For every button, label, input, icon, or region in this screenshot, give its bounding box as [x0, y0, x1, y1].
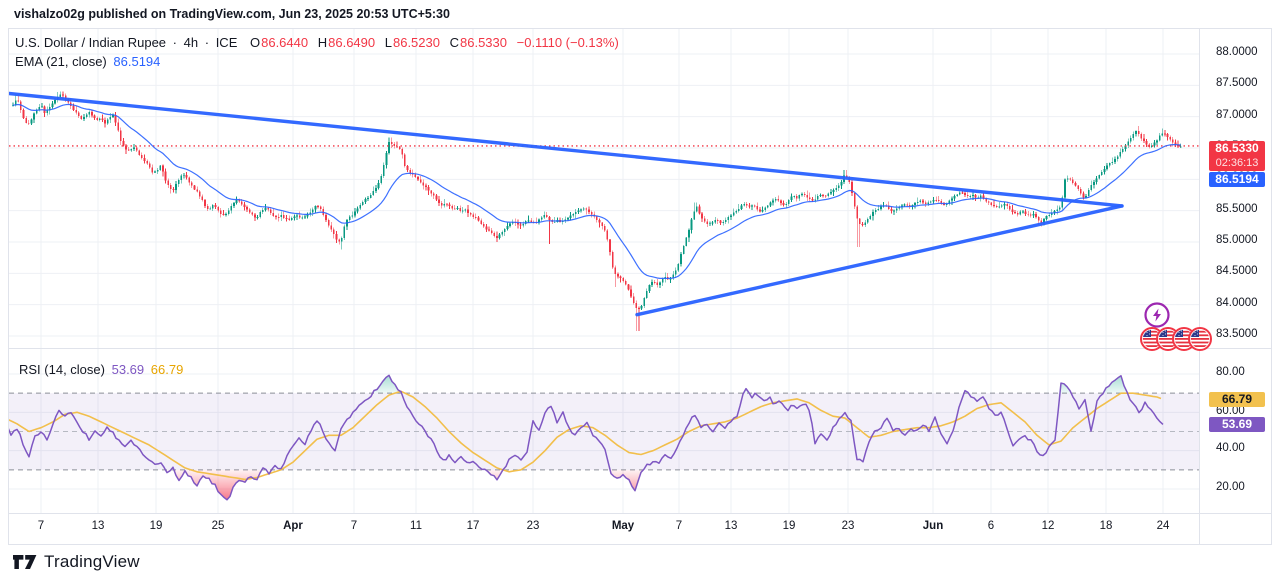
- ema-price-badge: 86.5194: [1209, 172, 1265, 187]
- ema-legend-row[interactable]: EMA (21, close) 86.5194: [15, 54, 163, 69]
- rsi-ma-badge: 66.79: [1209, 392, 1265, 407]
- symbol-legend-row[interactable]: U.S. Dollar / Indian Rupee · 4h · ICE O8…: [15, 35, 622, 50]
- rsi-overbought-fill: [372, 375, 402, 394]
- time-axis-label: 7: [37, 520, 45, 532]
- time-axis-label: 17: [466, 520, 480, 532]
- price-axis-label: 85.0000: [1216, 234, 1258, 246]
- footer-bar: TradingView: [0, 545, 1281, 580]
- ema-value: 86.5194: [113, 54, 161, 69]
- price-axis-label: 84.5000: [1216, 265, 1258, 277]
- price-axis-label: 88.0000: [1216, 46, 1258, 58]
- rsi-overbought-fill: [1060, 383, 1072, 394]
- price-axis[interactable]: 88.000087.500087.000086.500086.000085.50…: [1199, 29, 1272, 546]
- price-axis-label: 87.0000: [1216, 109, 1258, 121]
- tradingview-logo-icon: [13, 555, 37, 569]
- time-axis-label: May: [611, 520, 635, 532]
- time-axis-label: 24: [1156, 520, 1170, 532]
- time-axis-label: 11: [410, 520, 422, 532]
- rsi-label[interactable]: RSI (14, close): [19, 362, 105, 377]
- trendline-lower[interactable]: [635, 204, 1124, 317]
- time-axis-label: Apr: [283, 520, 303, 532]
- ema-label[interactable]: EMA (21, close): [15, 54, 107, 69]
- time-axis-label: Jun: [922, 520, 944, 532]
- rsi-legend-row[interactable]: RSI (14, close) 53.69 66.79: [19, 362, 186, 377]
- legend-separator: ·: [172, 35, 177, 50]
- price-axis-label: 83.5000: [1216, 328, 1258, 340]
- rsi-axis-label: 20.00: [1216, 481, 1245, 493]
- time-axis-label: 19: [782, 520, 796, 532]
- time-axis-label: 13: [91, 520, 105, 532]
- price-axis-label: 84.0000: [1216, 297, 1258, 309]
- time-axis-label: 19: [149, 520, 163, 532]
- low-value: 86.5230: [392, 35, 440, 50]
- time-axis[interactable]: 7 13 19 25 Apr 7 11 17 23 May 7 13 19 23 Jun 6 12 18 24: [9, 513, 1273, 546]
- symbol-interval[interactable]: 4h: [183, 35, 199, 50]
- pane-divider[interactable]: [9, 348, 1271, 349]
- time-axis-label: 13: [724, 520, 738, 532]
- rsi-oversold-fill: [485, 469, 503, 480]
- rsi-value-badge: 53.69: [1209, 417, 1265, 432]
- rsi-oversold-fill: [173, 469, 262, 500]
- tradingview-logo-text: TradingView: [44, 552, 140, 571]
- rsi-axis-label: 80.00: [1216, 366, 1245, 378]
- rsi-line[interactable]: [9, 374, 1164, 501]
- price-axis-label: 85.5000: [1216, 203, 1258, 215]
- rsi-oversold-fill: [610, 469, 644, 491]
- rsi-axis-label: 40.00: [1216, 442, 1245, 454]
- current-price-badge: 86.5330 02:36:13: [1209, 141, 1265, 171]
- trendline-upper[interactable]: [9, 91, 1124, 208]
- time-axis-label: 7: [350, 520, 358, 532]
- price-axis-divider: [1199, 29, 1200, 546]
- rsi-ma-value: 66.79: [150, 362, 184, 377]
- attribution-text: vishalzo02g published on TradingView.com…: [14, 7, 450, 21]
- rsi-pane[interactable]: [9, 348, 1199, 513]
- low-label: L: [384, 35, 392, 50]
- time-axis-label: 18: [1099, 520, 1113, 532]
- tradingview-logo[interactable]: TradingView: [13, 552, 140, 572]
- close-value: 86.5330: [460, 35, 507, 50]
- legend-separator: ·: [204, 35, 210, 50]
- symbol-title[interactable]: U.S. Dollar / Indian Rupee: [15, 35, 167, 50]
- candle-series[interactable]: [12, 91, 1182, 331]
- time-axis-label: 23: [526, 520, 540, 532]
- time-axis-divider: [9, 513, 1271, 514]
- rsi-overbought-fill: [1103, 375, 1128, 394]
- chart-frame: U.S. Dollar / Indian Rupee · 4h · ICE O8…: [8, 28, 1273, 546]
- price-axis-label: 87.5000: [1216, 77, 1258, 89]
- time-axis-label: 12: [1041, 520, 1055, 532]
- open-value: 86.6440: [261, 35, 309, 50]
- rsi-axis-label: 60.00: [1216, 405, 1245, 417]
- time-axis-label: 25: [211, 520, 225, 532]
- time-axis-label: 7: [675, 520, 683, 532]
- change-value: −0.1110 (−0.13%): [516, 35, 619, 50]
- high-label: H: [317, 35, 328, 50]
- ema-line[interactable]: [12, 103, 1181, 279]
- main-chart-pane[interactable]: [9, 29, 1199, 348]
- symbol-exchange: ICE: [215, 35, 238, 50]
- time-axis-label: 23: [841, 520, 855, 532]
- close-label: C: [449, 35, 459, 50]
- time-axis-label: 6: [987, 520, 995, 532]
- high-value: 86.6490: [328, 35, 376, 50]
- open-label: O: [249, 35, 261, 50]
- rsi-value: 53.69: [111, 362, 145, 377]
